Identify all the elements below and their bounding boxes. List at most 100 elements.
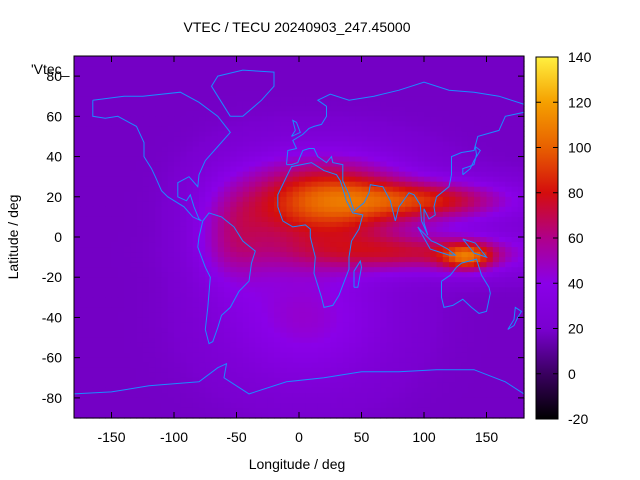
heatmap-cell bbox=[205, 362, 213, 369]
heatmap-cell bbox=[117, 397, 125, 404]
heatmap-cell bbox=[111, 126, 119, 133]
heatmap-cell bbox=[392, 367, 400, 374]
heatmap-cell bbox=[136, 61, 144, 67]
heatmap-cell bbox=[255, 91, 263, 97]
heatmap-cell bbox=[124, 352, 131, 359]
heatmap-cell bbox=[186, 131, 194, 138]
heatmap-cell bbox=[436, 372, 444, 379]
heatmap-cell bbox=[405, 252, 413, 258]
heatmap-cell bbox=[286, 347, 294, 354]
heatmap-cell bbox=[449, 206, 456, 213]
heatmap-cell bbox=[517, 111, 525, 117]
heatmap-cell bbox=[449, 242, 456, 248]
heatmap-cell bbox=[174, 252, 181, 258]
heatmap-cell bbox=[149, 106, 156, 112]
heatmap-cell bbox=[280, 277, 288, 283]
heatmap-cell bbox=[455, 317, 463, 324]
heatmap-cell bbox=[199, 307, 206, 314]
heatmap-cell bbox=[405, 171, 413, 178]
heatmap-cell bbox=[161, 247, 169, 253]
heatmap-cell bbox=[480, 191, 488, 198]
heatmap-cell bbox=[99, 191, 106, 198]
heatmap-cell bbox=[174, 231, 181, 238]
heatmap-cell bbox=[499, 247, 506, 253]
heatmap-cell bbox=[305, 252, 313, 258]
heatmap-cell bbox=[230, 86, 238, 92]
heatmap-cell bbox=[105, 282, 113, 288]
heatmap-cell bbox=[299, 226, 306, 233]
heatmap-cell bbox=[399, 327, 406, 334]
heatmap-cell bbox=[267, 352, 275, 359]
heatmap-cell bbox=[236, 166, 244, 173]
heatmap-cell bbox=[380, 161, 388, 168]
heatmap-cell bbox=[192, 161, 200, 168]
heatmap-cell bbox=[86, 176, 94, 183]
heatmap-cell bbox=[255, 307, 263, 314]
heatmap-cell bbox=[92, 392, 100, 399]
heatmap-cell bbox=[80, 136, 88, 143]
heatmap-cell bbox=[467, 382, 475, 389]
heatmap-cell bbox=[299, 171, 306, 178]
heatmap-cell bbox=[511, 221, 519, 228]
heatmap-cell bbox=[367, 247, 375, 253]
heatmap-cell bbox=[161, 362, 169, 369]
heatmap-cell bbox=[174, 171, 181, 178]
heatmap-cell bbox=[117, 131, 125, 138]
heatmap-cell bbox=[305, 287, 313, 293]
heatmap-cell bbox=[236, 242, 244, 248]
heatmap-cell bbox=[274, 76, 281, 82]
heatmap-cell bbox=[299, 96, 306, 102]
heatmap-cell bbox=[417, 66, 425, 72]
heatmap-cell bbox=[280, 186, 288, 193]
heatmap-cell bbox=[205, 126, 213, 133]
heatmap-cell bbox=[299, 287, 306, 293]
heatmap-cell bbox=[467, 377, 475, 384]
heatmap-cell bbox=[192, 191, 200, 198]
heatmap-cell bbox=[130, 317, 138, 324]
heatmap-cell bbox=[424, 357, 431, 364]
heatmap-cell bbox=[299, 327, 306, 334]
heatmap-cell bbox=[292, 151, 300, 158]
heatmap-cell bbox=[374, 327, 381, 334]
heatmap-cell bbox=[511, 287, 519, 293]
heatmap-cell bbox=[205, 337, 213, 344]
heatmap-cell bbox=[436, 196, 444, 203]
heatmap-cell bbox=[461, 141, 469, 148]
heatmap-cell bbox=[417, 377, 425, 384]
heatmap-cell bbox=[474, 322, 481, 329]
heatmap-cell bbox=[461, 257, 469, 263]
heatmap-cell bbox=[442, 382, 450, 389]
heatmap-cell bbox=[436, 377, 444, 384]
heatmap-cell bbox=[492, 307, 500, 314]
heatmap-cell bbox=[111, 206, 119, 213]
heatmap-cell bbox=[161, 292, 169, 298]
heatmap-cell bbox=[342, 357, 350, 364]
heatmap-cell bbox=[149, 322, 156, 329]
heatmap-cell bbox=[455, 252, 463, 258]
heatmap-cell bbox=[224, 317, 231, 324]
heatmap-cell bbox=[349, 226, 356, 233]
heatmap-cell bbox=[405, 151, 413, 158]
heatmap-cell bbox=[242, 272, 250, 278]
heatmap-cell bbox=[367, 201, 375, 208]
heatmap-cell bbox=[80, 322, 88, 329]
heatmap-cell bbox=[286, 206, 294, 213]
heatmap-cell bbox=[336, 337, 344, 344]
heatmap-cell bbox=[274, 186, 281, 193]
heatmap-cell bbox=[249, 176, 256, 183]
heatmap-cell bbox=[224, 347, 231, 354]
heatmap-cell bbox=[261, 287, 269, 293]
heatmap-cell bbox=[99, 146, 106, 153]
heatmap-cell bbox=[349, 146, 356, 153]
heatmap-cell bbox=[155, 71, 163, 77]
heatmap-cell bbox=[467, 226, 475, 233]
heatmap-cell bbox=[374, 252, 381, 258]
heatmap-cell bbox=[86, 302, 94, 308]
heatmap-cell bbox=[267, 317, 275, 324]
heatmap-cell bbox=[117, 91, 125, 97]
heatmap-cell bbox=[474, 237, 481, 243]
heatmap-cell bbox=[317, 231, 325, 238]
heatmap-cell bbox=[324, 302, 331, 308]
heatmap-cell bbox=[224, 156, 231, 163]
heatmap-cell bbox=[130, 342, 138, 349]
